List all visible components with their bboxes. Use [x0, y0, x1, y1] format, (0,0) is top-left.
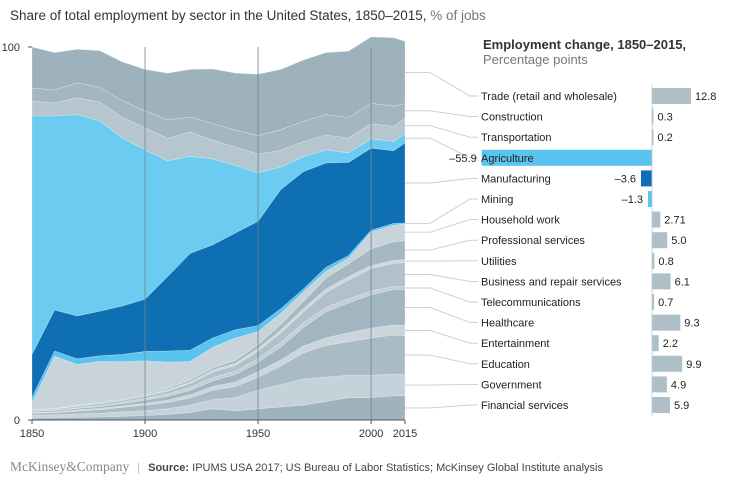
value-label-healthcare: 9.3 — [684, 318, 699, 330]
value-label-trade-retail-and-wholesale: 12.8 — [695, 91, 716, 103]
change-bar-chart: Trade (retail and wholesale) 12.8 Construc… — [449, 85, 716, 416]
x-tick-label-1850: 1850 — [20, 428, 44, 440]
value-label-mining: –1.3 — [622, 194, 643, 206]
category-label-professional-services: Professional services — [481, 235, 585, 247]
chart-title-unit: % of jobs — [430, 8, 486, 23]
value-label-financial-services: 5.9 — [674, 400, 689, 412]
leader-line-business-and-repair-services — [405, 274, 478, 282]
bar-financial-services — [652, 397, 670, 413]
bar-healthcare — [652, 314, 681, 331]
source-label: Source: — [148, 462, 190, 474]
category-label-utilities: Utilities — [481, 256, 517, 268]
bar-telecommunications — [652, 294, 655, 310]
bar-education — [652, 355, 683, 372]
category-label-financial-services: Financial services — [481, 400, 569, 412]
category-label-healthcare: Healthcare — [481, 318, 534, 330]
x-tick-label-1900: 1900 — [133, 428, 157, 440]
leader-line-mining — [405, 198, 478, 224]
y-tick-label-100: 100 — [2, 42, 20, 54]
value-label-household-work: 2.71 — [664, 215, 685, 227]
leader-line-government — [405, 383, 478, 386]
leader-line-household-work — [405, 219, 478, 233]
leader-line-education — [405, 354, 478, 365]
bar-trade-retail-and-wholesale — [652, 88, 691, 104]
bar-professional-services — [652, 232, 668, 249]
bar-chart-title: Employment change, 1850–2015, — [483, 37, 686, 52]
value-label-construction: 0.3 — [658, 112, 673, 124]
brand-logo: McKinsey&Company — [10, 459, 130, 474]
value-label-education: 9.9 — [686, 359, 701, 371]
value-label-government: 4.9 — [671, 379, 686, 391]
leader-line-construction — [405, 110, 478, 118]
stacked-area-chart — [31, 36, 406, 421]
bar-government — [652, 376, 667, 393]
category-label-telecommunications: Telecommunications — [481, 297, 581, 309]
leader-line-transportation — [405, 125, 478, 138]
category-label-business-and-repair-services: Business and repair services — [481, 276, 622, 288]
bar-transportation — [652, 129, 654, 146]
y-tick-label-0: 0 — [14, 415, 20, 427]
bar-mining — [648, 191, 652, 207]
leader-line-financial-services — [405, 404, 478, 409]
value-label-professional-services: 5.0 — [671, 235, 686, 247]
bar-construction — [652, 108, 654, 125]
leader-line-manufacturing — [405, 177, 478, 184]
value-label-entertainment: 2.2 — [663, 338, 678, 350]
leader-line-professional-services — [405, 239, 478, 251]
leader-line-telecommunications — [405, 287, 478, 303]
bar-household-work — [652, 211, 661, 228]
value-label-telecommunications: 0.7 — [658, 297, 673, 309]
value-label-utilities: 0.8 — [658, 256, 673, 268]
value-label-transportation: 0.2 — [658, 132, 673, 144]
value-label-manufacturing: –3.6 — [615, 173, 636, 185]
category-label-manufacturing: Manufacturing — [481, 173, 551, 185]
category-label-entertainment: Entertainment — [481, 338, 549, 350]
area-chart-axes: 1850 1900 1950 2000 2015 0 100 — [2, 42, 418, 440]
chart-title-main: Share of total employment by sector in t… — [10, 8, 427, 23]
category-label-education: Education — [481, 359, 530, 371]
category-label-construction: Construction — [481, 112, 543, 124]
chart-title: Share of total employment by sector in t… — [10, 8, 486, 23]
footer-separator: | — [137, 462, 141, 474]
value-label-business-and-repair-services: 6.1 — [675, 276, 690, 288]
category-label-household-work: Household work — [481, 215, 560, 227]
bar-business-and-repair-services — [652, 273, 671, 290]
category-label-transportation: Transportation — [481, 132, 552, 144]
bar-agriculture — [481, 149, 652, 166]
x-tick-label-1950: 1950 — [246, 428, 270, 440]
bar-entertainment — [652, 335, 659, 352]
value-label-agriculture: –55.9 — [449, 153, 477, 165]
category-label-trade-retail-and-wholesale: Trade (retail and wholesale) — [481, 91, 617, 103]
leader-line-healthcare — [405, 306, 478, 324]
bar-utilities — [652, 252, 655, 269]
leader-line-trade-retail-and-wholesale — [405, 72, 478, 97]
category-label-mining: Mining — [481, 194, 513, 206]
leader-lines — [405, 72, 478, 409]
x-tick-label-2000: 2000 — [359, 428, 383, 440]
footer: McKinsey&Company | Source: IPUMS USA 2017;… — [10, 459, 603, 475]
bar-manufacturing — [641, 170, 652, 187]
bar-chart-subtitle: Percentage points — [483, 52, 588, 67]
category-label-government: Government — [481, 379, 542, 391]
x-tick-label-2015: 2015 — [393, 428, 417, 440]
leader-line-agriculture — [405, 137, 478, 159]
category-label-agriculture: Agriculture — [481, 153, 534, 165]
source-text: IPUMS USA 2017; US Bureau of Labor Stati… — [192, 462, 603, 474]
leader-line-entertainment — [405, 330, 478, 344]
